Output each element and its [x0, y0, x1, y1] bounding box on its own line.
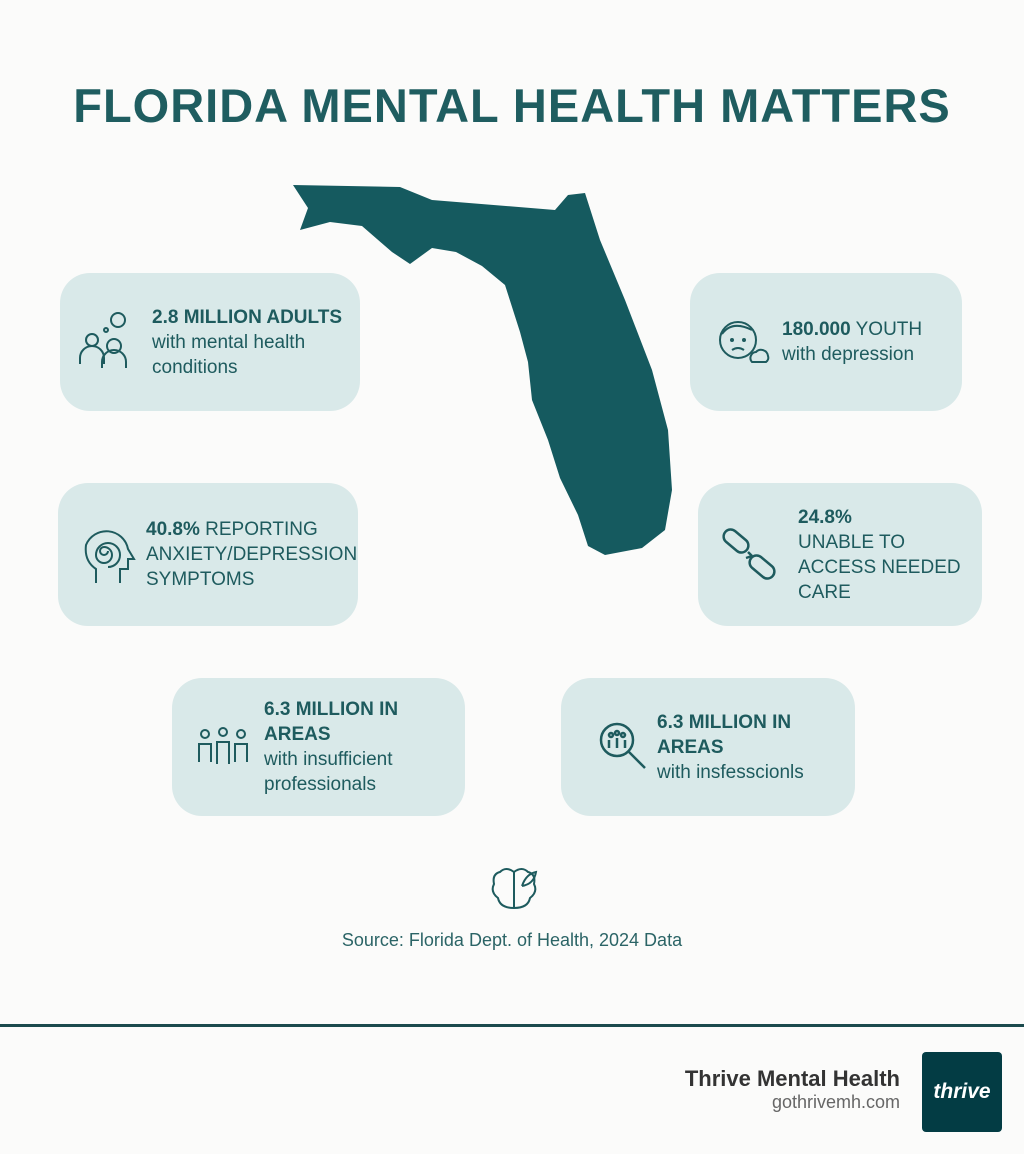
- stat-card-areas: 6.3 MILLION IN AREAS with insfesscionls: [561, 678, 855, 816]
- stat-headline-rest: REPORTING: [199, 519, 318, 540]
- thrive-logo: thrive: [922, 1052, 1002, 1132]
- stat-headline: 180.000: [782, 319, 851, 340]
- broken-chain-icon: [722, 527, 776, 580]
- stat-headline: 40.8%: [146, 519, 200, 540]
- brand-block: Thrive Mental Health gothrivemh.com: [685, 1066, 900, 1113]
- page-title: FLORIDA MENTAL HEALTH MATTERS: [73, 79, 951, 132]
- stat-headline: 6.3 MILLION IN AREAS: [657, 711, 792, 758]
- stat-headline: 6.3 MILLION IN AREAS: [264, 699, 399, 745]
- brand-name: Thrive Mental Health: [684, 1066, 900, 1091]
- stat-description: with depression: [782, 344, 915, 365]
- magnifier-people-icon: [599, 722, 646, 769]
- stat-card-anxiety: 40.8% REPORTING ANXIETY/DEPRESSION SYMPT…: [58, 483, 358, 626]
- stat-description: with insfesscionls: [657, 761, 804, 783]
- group-people-icon: [198, 727, 248, 764]
- stat-description: ANXIETY/DEPRESSION SYMPTOMS: [146, 544, 358, 590]
- stat-description: with mental health conditions: [152, 331, 306, 378]
- people-thought-icon: [79, 312, 127, 368]
- footer-divider: [0, 1024, 1024, 1027]
- brand-url[interactable]: gothrivemh.com: [771, 1092, 900, 1112]
- sad-face-cloud-icon: [719, 321, 770, 363]
- head-spiral-icon: [84, 529, 136, 583]
- stat-headline: 2.8 MILLION ADULTS: [152, 306, 342, 328]
- stat-headline: 24.8%: [798, 506, 852, 528]
- stat-card-adults: 2.8 MILLION ADULTS with mental health co…: [60, 273, 360, 411]
- stat-card-professionals: 6.3 MILLION IN AREAS with insufficient p…: [172, 678, 465, 816]
- stat-card-access: 24.8% UNABLE TO ACCESS NEEDED CARE: [698, 483, 982, 626]
- stat-headline-rest: YOUTH: [850, 319, 923, 340]
- florida-map: [293, 185, 672, 555]
- source-note: Source: Florida Dept. of Health, 2024 Da…: [341, 930, 683, 950]
- stat-description: with insufficient professionals: [264, 749, 393, 795]
- stat-card-youth: 180.000 YOUTH with depression: [690, 273, 962, 411]
- stat-description: UNABLE TO ACCESS NEEDED CARE: [798, 531, 961, 603]
- brain-leaf-icon: [491, 868, 538, 909]
